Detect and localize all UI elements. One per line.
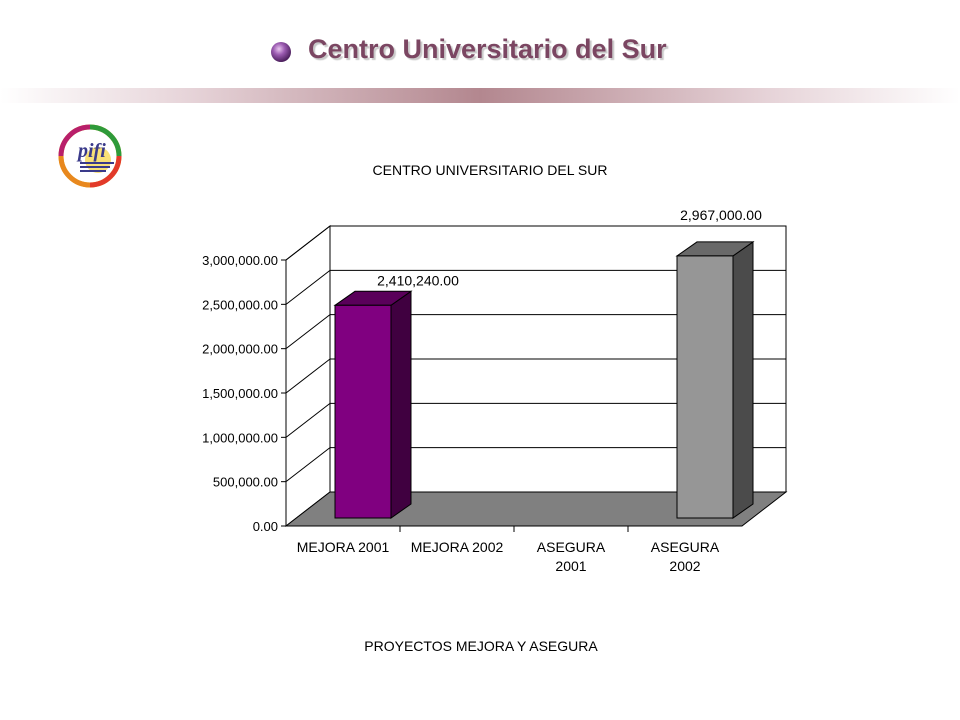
bar-1 [333,290,413,519]
x-axis-title: PROYECTOS MEJORA Y ASEGURA [364,638,598,654]
data-label: 2,410,240.00 [377,272,459,288]
y-tick-label: 2,000,000.00 [202,342,278,357]
gridline-side [285,225,331,261]
pifi-logo-icon: pifi [58,124,122,188]
y-tick-label: 3,000,000.00 [202,253,278,268]
bar-side-face [390,290,412,519]
bar-front-face [676,255,734,519]
y-tick-label: 0.00 [253,519,278,534]
y-tick-label: 2,500,000.00 [202,297,278,312]
x-tick-label: ASEGURA 2001 [537,539,606,574]
title-divider [0,88,960,103]
gridline-side [285,314,331,350]
bar-4 [675,240,755,519]
x-tick-label: ASEGURA 2002 [651,539,720,574]
bar-front-face [334,304,392,519]
y-tick-label: 500,000.00 [213,475,278,490]
y-tick-label: 1,500,000.00 [202,386,278,401]
slide-title: Centro Universitario del Sur [308,34,667,64]
gridline-side [285,447,331,483]
gridline-side [285,269,331,305]
logo-text: pifi [76,140,106,162]
gridline-side [285,358,331,394]
x-tick-label: MEJORA 2002 [411,539,504,555]
purple-sphere-icon [271,42,291,62]
chart-title: CENTRO UNIVERSITARIO DEL SUR [373,162,608,178]
y-tick-label: 1,000,000.00 [202,430,278,445]
gridline-side [285,402,331,438]
x-tick-label: MEJORA 2001 [297,539,390,555]
slide-header: Centro Universitario del Sur [0,0,960,110]
bar-side-face [732,240,754,519]
data-label: 2,967,000.00 [680,207,762,223]
